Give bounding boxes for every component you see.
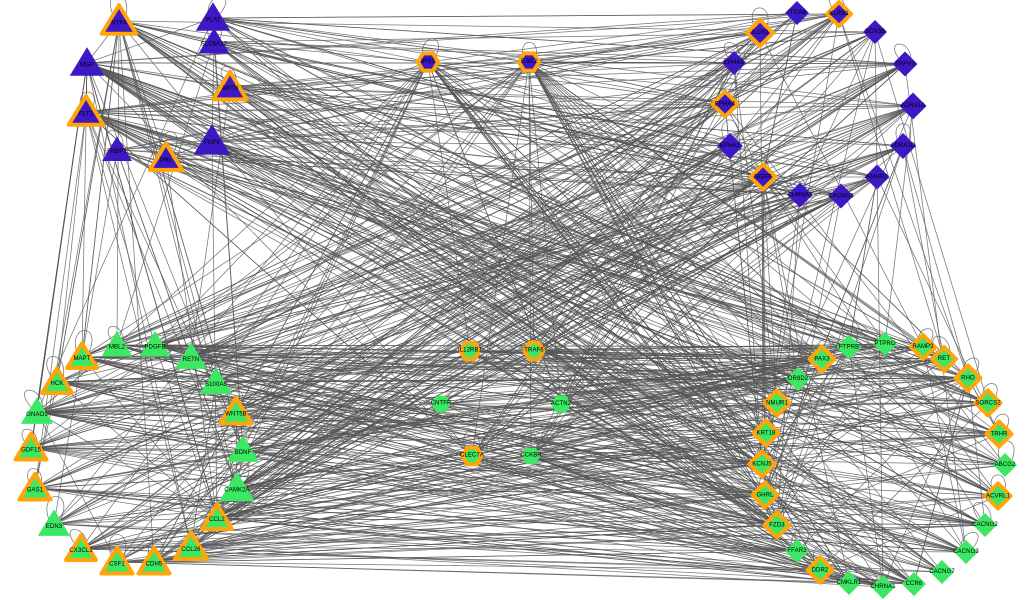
node-shape-triangle [211, 69, 249, 102]
node-shape-triangle [200, 502, 234, 532]
node-ccl26[interactable]: CCL26 [165, 521, 216, 572]
node-shape-hexagon [522, 340, 546, 362]
node-shape-diamond [873, 332, 897, 356]
node-shape-triangle [139, 330, 171, 357]
node-irs1[interactable]: IRS1 [408, 42, 448, 82]
node-shape-diamond [787, 182, 813, 208]
node-shape-diamond [747, 449, 777, 479]
node-shape-diamond [807, 344, 837, 374]
node-shape-diamond [954, 540, 978, 564]
node-artn[interactable]: ARTN [204, 61, 257, 114]
node-slc6a12[interactable]: SLC6A12 [189, 17, 239, 67]
node-shape-triangle [193, 124, 231, 155]
node-shape-triangle [69, 47, 105, 76]
node-shape-triangle [195, 2, 231, 31]
node-shape-triangle [219, 471, 255, 502]
node-shape-triangle [99, 3, 139, 36]
node-epha5[interactable]: EPHA5 [711, 40, 757, 86]
node-shape-hexagon [416, 51, 440, 73]
node-shape-diamond [717, 133, 743, 159]
node-shape-diamond [762, 388, 792, 418]
node-shape-triangle [198, 27, 230, 54]
node-shape-triangle [101, 330, 133, 357]
node-shape-diamond [751, 418, 781, 448]
node-shape-diamond [748, 162, 778, 192]
node-shape-diamond [836, 334, 862, 360]
node-shape-triangle [218, 395, 254, 426]
node-ccr6[interactable]: CCR6 [891, 561, 937, 600]
node-shape-diamond [710, 89, 740, 119]
node-shape-diamond [762, 510, 792, 540]
node-cckbr[interactable]: CCKBR [512, 437, 551, 476]
node-shape-diamond [722, 51, 746, 75]
node-shape-diamond [899, 92, 927, 120]
node-prl[interactable]: PRL [140, 132, 191, 183]
node-shape-triangle [13, 431, 49, 462]
node-shape-triangle [37, 509, 71, 536]
node-shape-diamond [745, 18, 775, 48]
node-shape-triangle [64, 533, 98, 563]
node-shape-triangle [65, 341, 99, 371]
node-fgf6[interactable]: FGF6 [184, 113, 241, 170]
node-shape-diamond [993, 453, 1017, 477]
node-shape-diamond [890, 133, 916, 159]
node-shape-diamond [786, 367, 810, 391]
node-shape-diamond [785, 1, 809, 25]
node-fnbp1[interactable]: FNBP1 [93, 126, 141, 174]
node-cacng5[interactable]: CACNG5 [818, 173, 865, 220]
node-shape-triangle [66, 94, 106, 127]
node-traf6[interactable]: TRAF6 [515, 332, 554, 371]
node-shape-triangle [136, 545, 172, 576]
node-shape-diamond [953, 363, 983, 393]
node-shape-diamond [930, 345, 958, 373]
node-actn2[interactable]: ACTN2 [541, 384, 581, 424]
node-shape-diamond [930, 560, 954, 584]
node-shape-diamond [864, 164, 890, 190]
node-shape-diamond [983, 481, 1013, 511]
node-epha4[interactable]: EPHA4 [702, 81, 749, 128]
node-shape-diamond [871, 575, 895, 599]
node-il12rb1[interactable]: IL12RB1 [451, 332, 490, 371]
node-shape-triangle [99, 545, 135, 576]
node-shape-hexagon [551, 395, 571, 413]
node-cntfr[interactable]: CNTFR [422, 385, 461, 424]
node-shape-diamond [902, 572, 926, 596]
node-shape-diamond [750, 480, 780, 510]
node-shape-hexagon [458, 340, 482, 362]
node-shape-hexagon [517, 51, 541, 73]
node-shape-triangle [174, 342, 208, 369]
node-shape-diamond [825, 0, 853, 28]
node-shape-triangle [17, 471, 53, 502]
node-shape-triangle [199, 367, 233, 394]
node-shape-hexagon [521, 447, 541, 465]
node-shape-hexagon [460, 445, 484, 467]
node-clec7a[interactable]: CLEC7A [453, 437, 492, 476]
node-shape-triangle [226, 435, 260, 462]
node-shape-diamond [892, 51, 918, 77]
node-shape-diamond [785, 539, 809, 563]
node-shape-triangle [147, 141, 185, 172]
node-chrna3[interactable]: CHRNA3 [777, 172, 824, 219]
node-shape-triangle [172, 530, 210, 561]
node-shape-diamond [828, 183, 854, 209]
node-shape-triangle [40, 366, 74, 396]
node-shape-triangle [20, 397, 54, 424]
node-shape-diamond [973, 513, 997, 537]
node-mgp[interactable]: MGP [60, 36, 114, 90]
node-shape-diamond [973, 388, 1003, 418]
node-shape-diamond [909, 333, 937, 361]
node-shape-diamond [837, 571, 861, 595]
node-shape-diamond [984, 419, 1014, 449]
node-shape-triangle [102, 136, 132, 162]
node-shape-diamond [863, 20, 887, 44]
node-shape-diamond [805, 555, 835, 585]
node-esr2[interactable]: ESR2 [509, 42, 549, 82]
node-shape-hexagon [431, 395, 451, 413]
